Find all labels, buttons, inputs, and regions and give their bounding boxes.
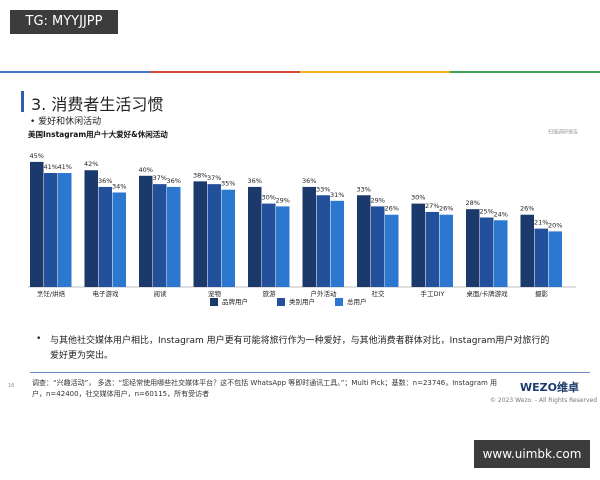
bar <box>330 200 344 287</box>
bar <box>480 217 494 287</box>
watermark: TG: MYYJJPP <box>10 10 118 34</box>
value-label: 40% <box>139 166 153 174</box>
value-label: 30% <box>411 194 425 202</box>
bar <box>371 206 385 287</box>
slide-title: 3. 消费者生活习惯 <box>31 95 164 114</box>
value-label: 36% <box>98 177 112 185</box>
copyright: © 2023 Wezo. - All Rights Reserved <box>490 397 598 404</box>
legend-swatch <box>335 298 343 306</box>
value-label: 26% <box>439 205 453 213</box>
chart-annotation: 扫描调研报告 <box>548 129 578 136</box>
legend-label: 品牌用户 <box>222 297 248 306</box>
value-label: 24% <box>494 210 508 218</box>
value-label: 36% <box>167 177 181 185</box>
title-bar <box>21 91 24 112</box>
footer-rule <box>30 372 590 373</box>
paragraph: 与其他社交媒体用户相比，Instagram 用户更有可能将旅行作为一种爱好，与其… <box>50 336 550 361</box>
bar <box>534 228 548 287</box>
watermark: www.uimbk.com <box>474 440 590 468</box>
value-label: 26% <box>385 205 399 213</box>
x-tick-label: 桌面/卡牌游戏 <box>466 289 508 298</box>
color-rule <box>0 71 600 73</box>
bullet-text: 爱好和休闲活动 <box>38 117 102 127</box>
bar <box>167 186 181 287</box>
legend-swatch <box>210 298 218 306</box>
value-label: 28% <box>466 199 480 207</box>
bar <box>248 186 262 287</box>
value-label: 26% <box>520 205 534 213</box>
value-label: 29% <box>276 196 290 204</box>
value-label: 38% <box>193 171 207 179</box>
legend-swatch <box>277 298 285 306</box>
bar <box>548 231 562 287</box>
chart: 美国Instagram用户十大爱好&休闲活动 扫描调研报告 烹饪/烘焙45%41… <box>28 129 578 306</box>
x-tick-label: 烹饪/烘焙 <box>37 289 66 298</box>
para-bullet: • <box>36 334 42 344</box>
value-label: 35% <box>221 180 235 188</box>
bar <box>276 206 290 287</box>
value-label: 45% <box>30 152 44 160</box>
x-tick-label: 户外活动 <box>311 289 338 298</box>
x-tick-label: 社交 <box>372 289 386 298</box>
value-label: 31% <box>330 191 344 199</box>
value-label: 41% <box>44 163 58 171</box>
bar <box>98 186 112 287</box>
footnote: 调查：“兴趣活动”， 多选：“您经常使用哪些社交媒体平台？这不包括 WhatsA… <box>32 379 498 398</box>
value-label: 25% <box>480 208 494 216</box>
legend-label: 总用户 <box>347 297 367 306</box>
bar <box>112 192 126 287</box>
legend-label: 类别用户 <box>289 297 315 306</box>
bar <box>316 195 330 287</box>
bar <box>357 195 371 287</box>
value-label: 41% <box>58 163 72 171</box>
value-label: 29% <box>371 196 385 204</box>
value-label: 30% <box>262 194 276 202</box>
bar <box>425 211 439 287</box>
bar <box>411 203 425 287</box>
bar <box>139 175 153 287</box>
value-label: 37% <box>207 174 221 182</box>
value-label: 33% <box>316 185 330 193</box>
bar <box>30 161 44 287</box>
page-number: 16 <box>8 383 15 389</box>
bar <box>385 214 399 287</box>
bar <box>439 214 453 287</box>
logo: WEZO维卓 <box>520 381 579 394</box>
x-tick-label: 旅游 <box>263 289 277 298</box>
bar <box>466 209 480 287</box>
bullet: • 爱好和休闲活动 <box>30 117 102 127</box>
bar <box>207 184 221 287</box>
bar <box>84 170 98 287</box>
chart-title: 美国Instagram用户十大爱好&休闲活动 <box>28 129 168 139</box>
bar <box>193 181 207 287</box>
x-tick-label: 阅读 <box>154 289 168 298</box>
bar <box>153 184 167 287</box>
value-label: 33% <box>357 185 371 193</box>
value-label: 37% <box>153 174 167 182</box>
value-label: 36% <box>248 177 262 185</box>
bar <box>494 220 508 287</box>
x-tick-label: 手工DIY <box>421 289 445 298</box>
x-tick-label: 电子游戏 <box>93 289 120 298</box>
bar <box>58 173 72 287</box>
value-label: 34% <box>112 182 126 190</box>
bar <box>44 173 58 287</box>
value-label: 42% <box>84 160 98 168</box>
bar <box>520 214 534 287</box>
value-label: 20% <box>548 221 562 229</box>
x-tick-label: 摄影 <box>535 289 549 298</box>
value-label: 21% <box>534 219 548 227</box>
bar <box>221 189 235 287</box>
value-label: 27% <box>425 202 439 210</box>
bar <box>262 203 276 287</box>
x-tick-label: 宠物 <box>208 289 222 298</box>
value-label: 36% <box>302 177 316 185</box>
bar <box>302 186 316 287</box>
